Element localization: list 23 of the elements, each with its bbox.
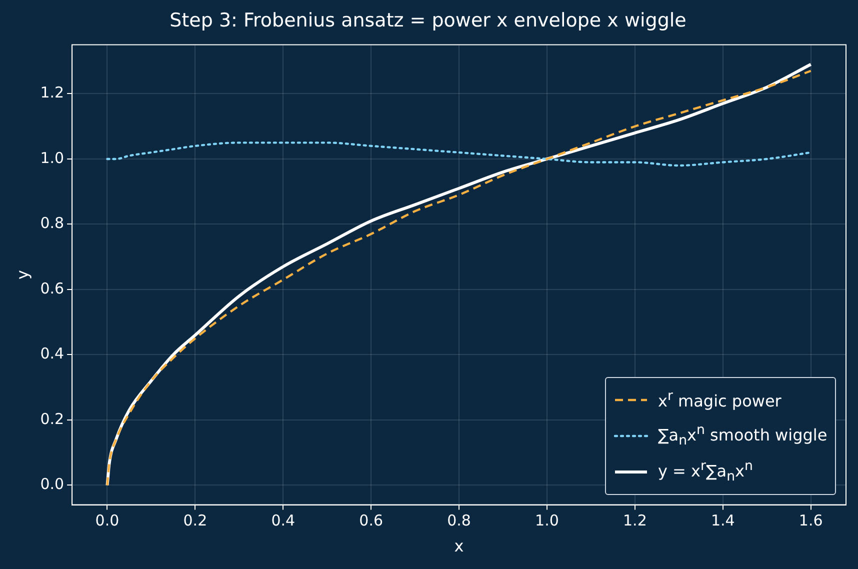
x-tick-label: 0.4 — [271, 512, 296, 530]
x-tick-label: 0.8 — [447, 512, 471, 530]
y-tick-label: 0.8 — [40, 214, 64, 232]
y-tick-label: 0.2 — [40, 410, 64, 428]
x-tick-label: 0.6 — [359, 512, 384, 530]
chart-title: Step 3: Frobenius ansatz = power x envelope x wiggle — [170, 9, 686, 32]
y-tick-label: 1.0 — [40, 148, 64, 167]
y-axis-title: y — [12, 270, 32, 280]
y-tick-label: 0.0 — [40, 475, 64, 494]
x-axis-title: x — [454, 536, 464, 556]
x-tick-label: 1.4 — [710, 512, 735, 530]
y-tick-label: 0.6 — [40, 279, 64, 298]
y-tick-label: 1.2 — [40, 84, 64, 102]
y-tick-label: 0.4 — [40, 344, 64, 363]
x-tick-label: 1.0 — [535, 512, 559, 530]
x-tick-label: 1.6 — [798, 512, 823, 530]
x-tick-label: 1.2 — [622, 512, 647, 530]
x-tick-label: 0.0 — [95, 512, 120, 530]
legend-label: ∑a$_{n}$x$^{n}$ smooth wiggle — [658, 423, 828, 449]
x-tick-label: 0.2 — [183, 512, 208, 530]
line-series — [106, 142, 812, 167]
legend-label: y = x$^{r}$∑a$_{n}$x$^{n}$ — [658, 459, 753, 485]
legend-label: x$^{r}$ magic power — [658, 389, 782, 410]
